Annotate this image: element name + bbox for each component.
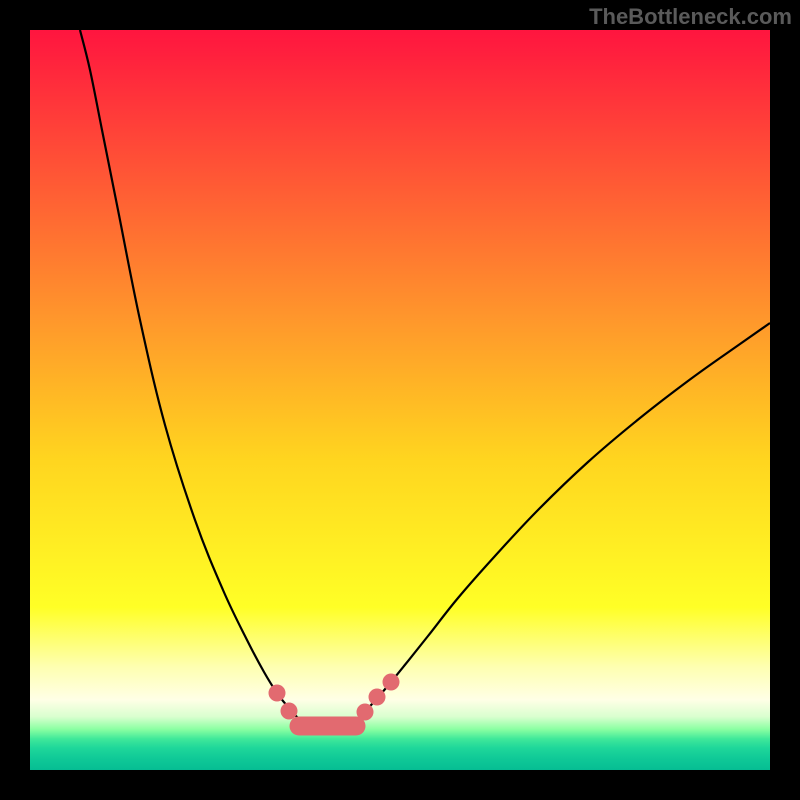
plot-background — [30, 30, 770, 770]
marker-left-dot-1 — [281, 703, 298, 720]
marker-left-dot-0 — [269, 685, 286, 702]
marker-bottom-segment — [290, 717, 366, 736]
marker-right-dot-0 — [357, 704, 374, 721]
chart-svg — [0, 0, 800, 800]
marker-right-dot-2 — [383, 674, 400, 691]
chart-container: TheBottleneck.com — [0, 0, 800, 800]
marker-right-dot-1 — [369, 689, 386, 706]
watermark-text: TheBottleneck.com — [589, 4, 792, 30]
